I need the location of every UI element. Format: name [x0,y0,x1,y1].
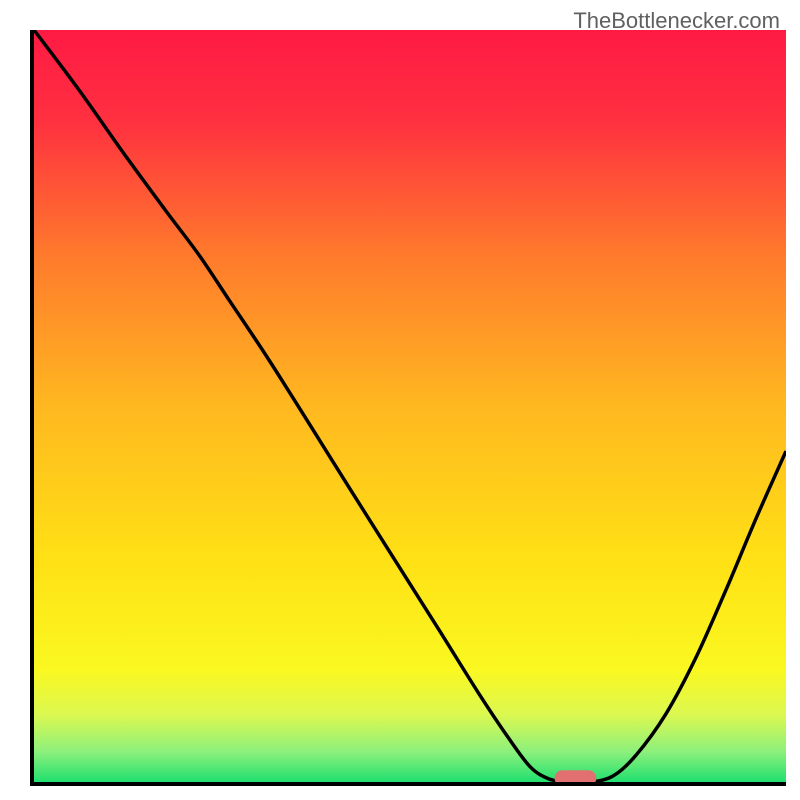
optimal-marker [555,770,597,782]
watermark-text: TheBottlenecker.com [573,8,780,34]
bottleneck-curve [34,30,786,782]
plot-frame [30,30,786,786]
